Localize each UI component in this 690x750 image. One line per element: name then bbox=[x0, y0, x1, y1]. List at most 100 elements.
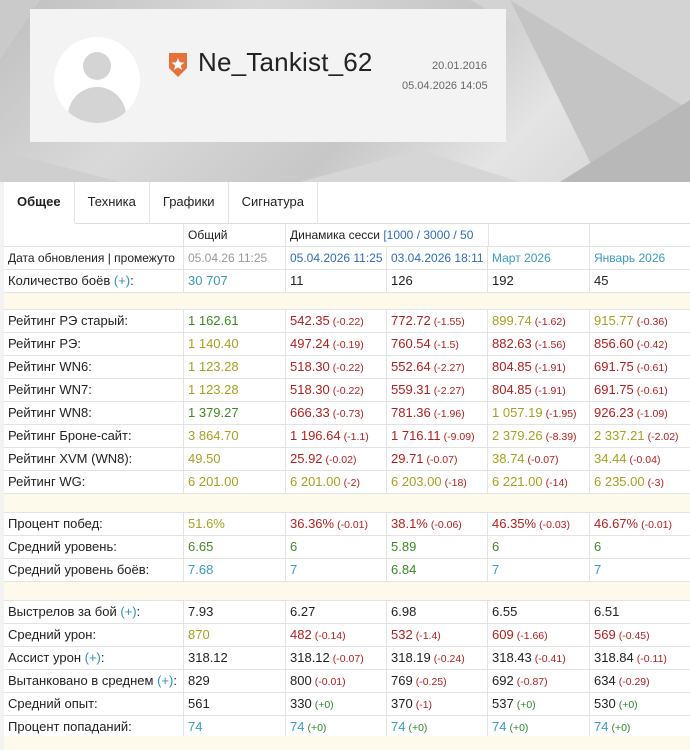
delta-value: (-2.02) bbox=[647, 431, 679, 443]
table-cell: Средний урон: bbox=[4, 624, 184, 646]
clan-badge-icon[interactable] bbox=[168, 52, 188, 78]
table-cell: 532 (-1.4) bbox=[387, 624, 488, 646]
table-cell: 45 bbox=[594, 273, 609, 288]
delta-value: (-0.22) bbox=[332, 316, 364, 328]
delta-value: (-0.61) bbox=[636, 362, 668, 374]
table-row-rating: Рейтинг WG: 6 201.00 6 201.00 (-2) 6 203.… bbox=[4, 471, 690, 494]
table-cell: 497.24 (-0.19) bbox=[286, 333, 387, 355]
cell-value: 882.63 bbox=[492, 336, 532, 351]
table-cell: 6.84 bbox=[387, 559, 488, 581]
table-cell: 6 bbox=[286, 536, 387, 558]
cell-value: 370 bbox=[391, 696, 413, 711]
table-cell: Выстрелов за бой (+): bbox=[4, 601, 184, 623]
tab-vehicles[interactable]: Техника bbox=[75, 182, 150, 224]
cell-value: Количество боёв bbox=[8, 273, 111, 288]
table-cell: 126 bbox=[387, 270, 488, 292]
tab-charts[interactable]: Графики bbox=[150, 182, 229, 224]
table-cell: 804.85 (-1.91) bbox=[488, 379, 590, 401]
cell-value: Динамика сесси bbox=[290, 228, 380, 242]
header-overall: Общий bbox=[184, 224, 286, 246]
period-link[interactable]: 03.04.2026 18:11 bbox=[387, 247, 488, 269]
cell-value: 6 201.00 bbox=[290, 474, 341, 489]
profile-card: Ne_Tankist_62 20.01.2016 05.04.2026 14:0… bbox=[30, 9, 506, 142]
separator bbox=[4, 293, 690, 310]
last-battle-date: 05.04.2026 14:05 bbox=[402, 80, 488, 92]
table-cell: 6 221.00 (-14) bbox=[488, 471, 590, 493]
delta-value: (-0.42) bbox=[636, 339, 668, 351]
delta-value: (-0.02) bbox=[325, 454, 357, 466]
cell-value: 915.77 bbox=[594, 313, 634, 328]
period-link[interactable]: 05.04.2026 11:25 bbox=[286, 247, 387, 269]
table-cell: 74 (+0) bbox=[286, 716, 387, 738]
table-cell: 1 162.61 bbox=[184, 310, 286, 332]
avatar[interactable] bbox=[54, 37, 140, 123]
table-row-avg-tier: Средний уровень: 6.65 6 5.89 6 6 bbox=[4, 536, 690, 559]
table-header: Общий Динамика сесси [1000 / 3000 / 50 bbox=[4, 224, 690, 247]
table-cell: Рейтинг WN8: bbox=[4, 402, 184, 424]
cell-value: 36.36% bbox=[290, 516, 335, 531]
table-row-update: Дата обновления | промежуто 05.04.26 11:… bbox=[4, 247, 690, 270]
delta-value: (-0.04) bbox=[629, 454, 661, 466]
table-row-winrate: Процент побед: 51.6% 36.36% (-0.01) 38.1%… bbox=[4, 513, 690, 536]
expand-link[interactable]: (+) bbox=[113, 273, 131, 288]
table-cell: 518.30 (-0.22) bbox=[286, 379, 387, 401]
table-row-rating: Рейтинг WN8: 1 379.27 666.33 (-0.73) 781.… bbox=[4, 402, 690, 425]
table-cell: 6.27 bbox=[286, 601, 387, 623]
delta-value: (-0.14) bbox=[314, 630, 346, 642]
background-pattern bbox=[0, 0, 690, 182]
delta-value: (-0.22) bbox=[332, 385, 364, 397]
cell-value: 804.85 bbox=[492, 359, 532, 374]
cell-value: 666.33 bbox=[290, 405, 330, 420]
session-range-links[interactable]: [1000 / 3000 / 50 bbox=[383, 228, 474, 242]
table-cell: 1 140.40 bbox=[184, 333, 286, 355]
delta-value: (-0.07) bbox=[426, 454, 458, 466]
period-link[interactable]: Январь 2026 bbox=[594, 251, 666, 265]
tab-general[interactable]: Общее bbox=[4, 182, 75, 224]
delta-value: (-1) bbox=[415, 699, 433, 711]
delta-value: (-0.19) bbox=[332, 339, 364, 351]
table-cell: 49.50 bbox=[184, 448, 286, 470]
profile-banner: Ne_Tankist_62 20.01.2016 05.04.2026 14:0… bbox=[0, 0, 690, 182]
table-cell: 34.44 (-0.04) bbox=[590, 448, 690, 470]
cell-value: 692 bbox=[492, 673, 514, 688]
table-cell: 691.75 (-0.61) bbox=[590, 379, 690, 401]
cell-value: Вытанковано в среднем bbox=[8, 673, 154, 688]
tab-signature[interactable]: Сигнатура bbox=[229, 182, 319, 224]
table-cell: 870 bbox=[184, 624, 286, 646]
expand-link[interactable]: (+) bbox=[84, 650, 101, 665]
table-cell: 25.92 (-0.02) bbox=[286, 448, 387, 470]
cell-value: 318.19 bbox=[391, 650, 431, 665]
table-cell: 569 (-0.45) bbox=[590, 624, 690, 646]
delta-value: (-0.11) bbox=[636, 653, 667, 665]
cell-value: 760.54 bbox=[391, 336, 431, 351]
table-cell: 46.67% (-0.01) bbox=[590, 513, 690, 535]
table-cell: 829 bbox=[184, 670, 286, 692]
table-cell: 74 bbox=[184, 716, 286, 738]
cell-value: 781.36 bbox=[391, 405, 431, 420]
delta-value: (-0.24) bbox=[433, 653, 465, 665]
cell-value: 330 bbox=[290, 696, 312, 711]
delta-value: (-0.01) bbox=[337, 519, 369, 531]
cell-value: 537 bbox=[492, 696, 514, 711]
table-cell: Рейтинг WN6: bbox=[4, 356, 184, 378]
cell-value: 691.75 bbox=[594, 359, 634, 374]
table-cell: 7.93 bbox=[184, 601, 286, 623]
table-row-rating: Рейтинг XVM (WN8): 49.50 25.92 (-0.02) 29… bbox=[4, 448, 690, 471]
table-row-damage: Средний урон: 870 482 (-0.14) 532 (-1.4) 6… bbox=[4, 624, 690, 647]
table-cell: Рейтинг РЭ старый: bbox=[4, 310, 184, 332]
header-session: Динамика сесси [1000 / 3000 / 50 bbox=[286, 224, 490, 246]
table-cell: 899.74 (-1.62) bbox=[488, 310, 590, 332]
table-cell: 30 707 bbox=[184, 270, 286, 292]
delta-value: (-0.61) bbox=[636, 385, 668, 397]
delta-value: (-1.55) bbox=[433, 316, 465, 328]
table-cell: 760.54 (-1.5) bbox=[387, 333, 488, 355]
expand-link[interactable]: (+) bbox=[157, 673, 174, 688]
cell-value: 318.84 bbox=[594, 650, 634, 665]
delta-value: (-1.09) bbox=[636, 408, 668, 420]
cell-value: 38.74 bbox=[492, 451, 525, 466]
cell-value: 34.44 bbox=[594, 451, 627, 466]
delta-value: (-0.01) bbox=[641, 519, 673, 531]
period-link[interactable]: Март 2026 bbox=[488, 247, 590, 269]
table-cell: 559.31 (-2.27) bbox=[387, 379, 488, 401]
expand-link[interactable]: (+) bbox=[120, 604, 137, 619]
